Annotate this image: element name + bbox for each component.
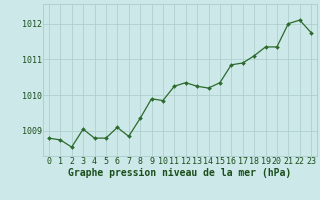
X-axis label: Graphe pression niveau de la mer (hPa): Graphe pression niveau de la mer (hPa) bbox=[68, 168, 292, 178]
